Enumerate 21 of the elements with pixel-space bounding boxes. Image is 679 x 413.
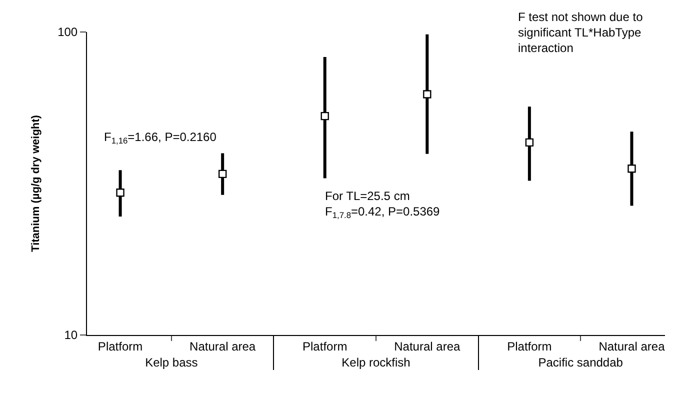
annotation: For TL=25.5 cm F$_{1,7.8}$=0.42, P=0.5369	[325, 189, 440, 220]
point	[320, 112, 329, 120]
y-tick-label: 10	[64, 328, 78, 342]
x-tick-label: Natural area	[598, 339, 666, 354]
point	[218, 170, 227, 178]
text: Pacific sanddab	[538, 355, 624, 370]
text: Kelp rockfish	[342, 355, 410, 370]
point	[525, 138, 534, 147]
x-tick-label: Platform	[302, 339, 348, 354]
point	[628, 164, 636, 173]
annotation: F$_{1,16}$=1.66, P=0.2160	[104, 130, 217, 146]
y-tick-label: 100	[58, 25, 78, 40]
x-tick-label: Platform	[507, 339, 552, 354]
point	[116, 188, 124, 197]
annotation: F test not shown due to significant TL*HabType interaction	[518, 10, 644, 56]
y-axis-title: Titanium (µg/g dry weight)	[30, 114, 42, 252]
point	[423, 90, 432, 98]
text: Kelp bass	[145, 355, 198, 370]
x-tick-label: Natural area	[394, 339, 460, 354]
x-tick-label: Platform	[98, 339, 143, 354]
x-tick-label: Natural area	[190, 339, 256, 354]
